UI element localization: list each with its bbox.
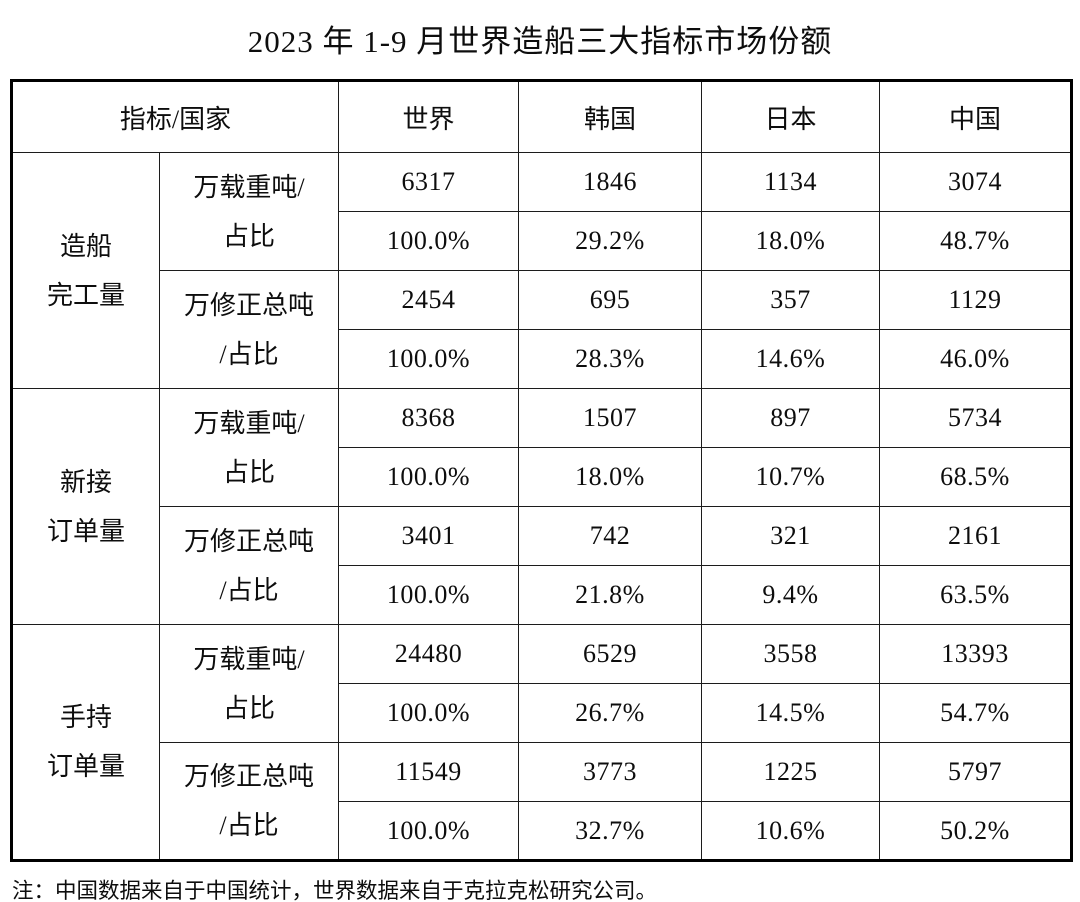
share-cell: 100.0%: [338, 211, 520, 271]
table-body: 造船 完工量 万载重吨/占比 6317 1846 1134 3074 100.0% 29.2% 1…: [11, 152, 1073, 861]
indicator-group-label: 造船 完工量: [11, 152, 160, 389]
value-cell: 897: [701, 388, 881, 448]
share-cell: 14.6%: [701, 329, 881, 389]
share-cell: 29.2%: [518, 211, 703, 271]
share-cell: 100.0%: [338, 683, 520, 743]
share-cell: 32.7%: [518, 801, 703, 861]
value-cell: 6317: [338, 152, 520, 212]
page-title: 2023 年 1-9 月世界造船三大指标市场份额: [247, 24, 833, 59]
value-row: 造船 完工量 万载重吨/占比 6317 1846 1134 3074: [11, 152, 1073, 389]
value-cell: 357: [701, 270, 881, 330]
indicator-group-label-line: 造船: [59, 231, 112, 261]
metric-unit-label-line: 万载重吨/: [193, 172, 305, 202]
metric-unit-label-line: /占比: [219, 575, 279, 605]
indicator-group-label-line: 新接: [59, 467, 112, 497]
value-cell: 3401: [338, 506, 520, 566]
metric-unit-label-line: /占比: [219, 811, 279, 840]
value-cell: 321: [701, 506, 881, 566]
share-cell: 48.7%: [879, 211, 1073, 271]
metric-unit-label-line: 占比: [223, 221, 276, 251]
metric-unit-label-line: 万载重吨/: [193, 644, 305, 674]
value-cell: 2454: [338, 270, 520, 330]
share-cell: 18.0%: [701, 211, 881, 271]
value-cell: 3773: [518, 742, 703, 802]
value-row: 新接 订单量 万载重吨/占比 8368 1507 897 5734: [11, 388, 1073, 625]
indicator-group-label-line: 手持: [59, 703, 112, 732]
metric-unit-label-line: 占比: [223, 457, 276, 487]
share-cell: 18.0%: [518, 447, 703, 507]
indicator-group-label-line: 完工量: [46, 280, 125, 310]
indicator-group-label-line: 订单量: [46, 752, 125, 781]
indicator-group-label: 新接 订单量: [11, 388, 160, 625]
value-cell: 1846: [518, 152, 703, 212]
metric-unit-label: 万修正总吨/占比: [158, 742, 340, 861]
metric-unit-label-line: 占比: [223, 693, 276, 723]
value-cell: 24480: [338, 624, 520, 684]
value-cell: 13393: [879, 624, 1073, 684]
share-cell: 14.5%: [701, 683, 881, 743]
header-col-world: 世界: [338, 80, 520, 153]
share-cell: 28.3%: [518, 329, 703, 389]
share-cell: 50.2%: [879, 801, 1073, 861]
value-cell: 695: [518, 270, 703, 330]
metric-unit-label-line: /占比: [219, 339, 279, 369]
share-cell: 54.7%: [879, 683, 1073, 743]
share-cell: 100.0%: [338, 801, 520, 861]
value-cell: 6529: [518, 624, 703, 684]
header-col-china: 中国: [879, 80, 1073, 153]
value-row: 万修正总吨/占比 11549 3773 1225 5797: [12, 742, 1073, 861]
share-row: 100.0% 21.8% 9.4% 63.5%: [12, 565, 1073, 625]
share-row: 100.0% 32.7% 10.6% 50.2%: [12, 801, 1073, 861]
metric-unit-label: 万载重吨/占比: [158, 624, 340, 743]
metric-unit-label-line: 万修正总吨: [184, 290, 315, 320]
value-cell: 5797: [879, 742, 1073, 802]
share-row: 100.0% 26.7% 14.5% 54.7%: [12, 683, 1073, 743]
metric-unit-label-line: 万修正总吨: [184, 762, 315, 791]
value-cell: 8368: [338, 388, 520, 448]
footnote: 注：中国数据来自于中国统计，世界数据来自于克拉克松研究公司。: [12, 879, 658, 902]
value-cell: 3558: [701, 624, 881, 684]
metric-unit-label-line: 万修正总吨: [184, 526, 315, 556]
value-cell: 11549: [338, 742, 520, 802]
share-cell: 63.5%: [879, 565, 1073, 625]
header-row: 指标/国家 世界 韩国 日本 中国: [10, 80, 1073, 153]
share-cell: 9.4%: [701, 565, 881, 625]
value-cell: 1507: [518, 388, 703, 448]
share-cell: 46.0%: [879, 329, 1073, 389]
value-row: 万修正总吨/占比 3401 742 321 2161: [12, 506, 1073, 625]
metric-unit-label: 万修正总吨/占比: [158, 506, 340, 625]
share-row: 100.0% 18.0% 10.7% 68.5%: [12, 447, 1073, 507]
indicator-group-label: 手持 订单量: [11, 624, 160, 861]
value-cell: 1225: [701, 742, 881, 802]
header-col-korea: 韩国: [518, 80, 703, 153]
header-col-japan: 日本: [701, 80, 881, 153]
share-cell: 10.6%: [701, 801, 881, 861]
share-cell: 10.7%: [701, 447, 881, 507]
metric-unit-label: 万载重吨/占比: [158, 388, 340, 507]
metric-unit-label: 万修正总吨/占比: [158, 270, 340, 389]
shipbuilding-indicators-table: 指标/国家 世界 韩国 日本 中国 造船 完工量 万载重吨/占比 6317 1846 11…: [10, 79, 1074, 862]
metric-unit-label: 万载重吨/占比: [158, 152, 340, 271]
value-row: 万修正总吨/占比 2454 695 357 1129: [12, 270, 1073, 389]
value-row: 手持 订单量 万载重吨/占比 24480 6529 3558 13393: [11, 624, 1073, 861]
metric-unit-label-line: 万载重吨/: [193, 408, 305, 438]
share-cell: 68.5%: [879, 447, 1073, 507]
table-header: 指标/国家 世界 韩国 日本 中国: [10, 80, 1073, 153]
value-cell: 2161: [879, 506, 1073, 566]
share-cell: 100.0%: [338, 565, 520, 625]
value-cell: 3074: [879, 152, 1073, 212]
share-cell: 26.7%: [518, 683, 703, 743]
share-cell: 21.8%: [518, 565, 703, 625]
value-cell: 742: [518, 506, 703, 566]
share-cell: 100.0%: [338, 447, 520, 507]
value-cell: 1129: [879, 270, 1073, 330]
share-cell: 100.0%: [338, 329, 520, 389]
value-cell: 5734: [879, 388, 1073, 448]
header-indicator-country: 指标/国家: [10, 80, 340, 153]
share-row: 100.0% 28.3% 14.6% 46.0%: [12, 329, 1073, 389]
indicator-group-label-line: 订单量: [46, 516, 125, 546]
value-cell: 1134: [701, 152, 881, 212]
